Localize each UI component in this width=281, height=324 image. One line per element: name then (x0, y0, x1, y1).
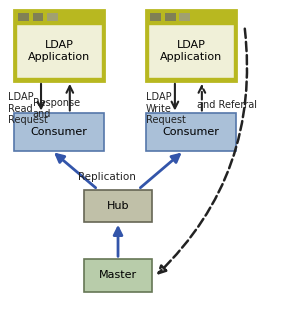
Bar (84, 259, 152, 292)
Bar (33, 13, 44, 20)
Text: LDAP
Application: LDAP Application (160, 40, 222, 62)
Bar (14, 113, 104, 151)
Bar (146, 10, 236, 24)
Text: Consumer: Consumer (163, 127, 219, 137)
Bar (179, 13, 190, 20)
Bar (146, 10, 236, 81)
Bar (150, 13, 161, 20)
Text: LDAP
Read
Request: LDAP Read Request (8, 92, 48, 125)
Bar (148, 24, 234, 78)
Text: Replication: Replication (78, 172, 136, 181)
Text: LDAP
Application: LDAP Application (28, 40, 90, 62)
Bar (18, 13, 29, 20)
Bar (47, 13, 58, 20)
Text: Master: Master (99, 271, 137, 280)
Text: Hub: Hub (107, 201, 129, 211)
Text: Response
and: Response and (33, 98, 80, 119)
Text: and Referral: and Referral (197, 100, 257, 110)
Bar (84, 190, 152, 222)
Bar (146, 113, 236, 151)
Bar (14, 10, 104, 81)
Text: LDAP
Write
Request: LDAP Write Request (146, 92, 186, 125)
Bar (165, 13, 176, 20)
Bar (14, 10, 104, 24)
Bar (16, 24, 102, 78)
Text: Consumer: Consumer (31, 127, 87, 137)
